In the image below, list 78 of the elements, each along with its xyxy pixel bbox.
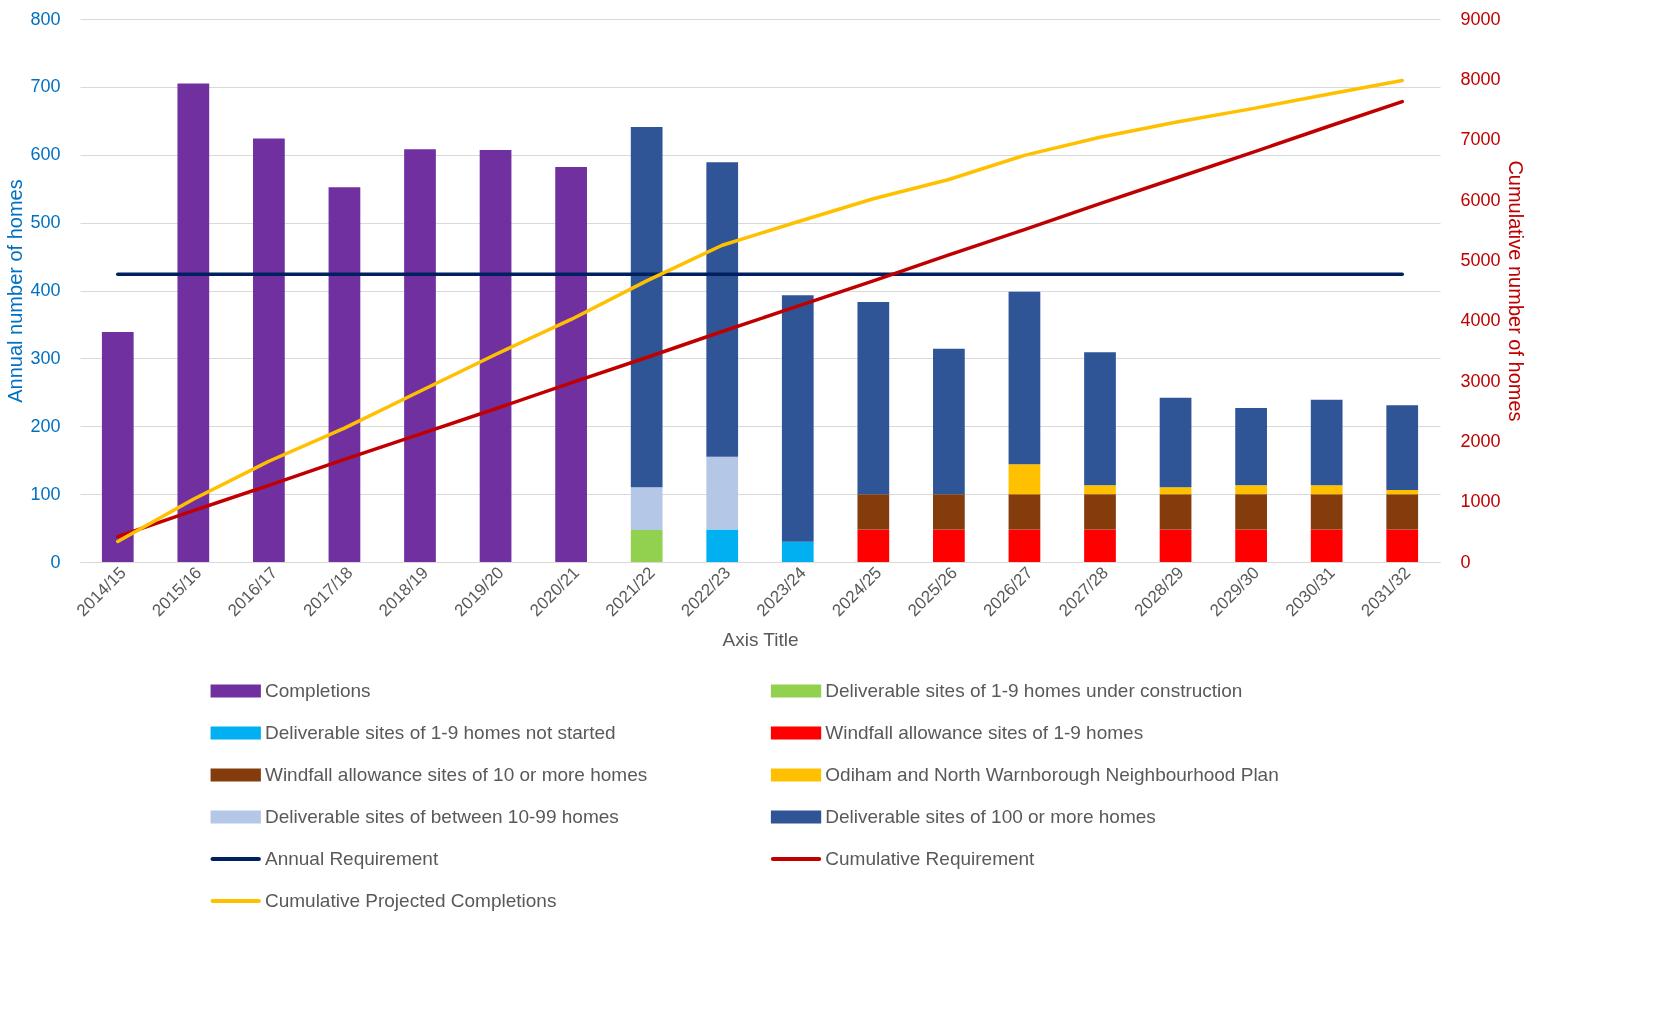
bar — [781, 541, 814, 562]
bar — [1159, 487, 1192, 495]
bar — [1235, 485, 1267, 495]
legend-label: Cumulative Requirement — [825, 848, 1036, 869]
y-tick-label: 200 — [30, 415, 61, 436]
y2-tick-label: 2000 — [1460, 430, 1501, 451]
y2-tick-label: 4000 — [1460, 310, 1501, 331]
legend-label: Deliverable sites of 1-9 homes not started — [264, 722, 616, 743]
bar — [933, 348, 965, 495]
bar — [1084, 494, 1116, 530]
bar — [1310, 399, 1343, 486]
bar — [857, 494, 890, 530]
y2-tick-label: 3000 — [1460, 370, 1501, 391]
bar — [1008, 494, 1041, 530]
y-tick-label: 100 — [30, 483, 61, 504]
y-tick-label: 400 — [30, 280, 61, 300]
legend-label: Odiham and North Warnborough Neighbourhood Plan — [825, 764, 1279, 785]
y2-tick-label: 5000 — [1460, 249, 1501, 270]
bar — [101, 331, 134, 562]
bar — [555, 166, 587, 562]
bar — [933, 494, 965, 530]
bar — [630, 487, 663, 531]
bar — [1159, 397, 1192, 488]
legend-label: Windfall allowance sites of 1-9 homes — [825, 722, 1144, 743]
y-tick-label: 500 — [30, 212, 61, 233]
y-tick-label: 300 — [30, 347, 61, 368]
y2-axis-title: Cumulative number of homes — [1504, 160, 1527, 422]
legend-label: Windfall allowance sites of 10 or more homes — [264, 764, 648, 785]
legend-label: Deliverable sites of 1-9 homes under construction — [825, 680, 1243, 701]
bar — [1235, 529, 1267, 562]
legend-label: Cumulative Projected Completions — [264, 890, 557, 911]
bar — [253, 138, 285, 562]
bar — [479, 150, 512, 562]
legend-label: Annual Requirement — [264, 848, 439, 869]
y2-tick-label: 1000 — [1460, 491, 1501, 512]
bar — [1008, 529, 1041, 562]
bar — [1235, 494, 1267, 530]
bar — [933, 529, 965, 562]
bar — [1008, 464, 1041, 495]
y-axis-title: Annual number of homes — [4, 179, 27, 403]
bar — [857, 529, 890, 562]
legend-label: Deliverable sites of 100 or more homes — [825, 806, 1156, 827]
y-tick-label: 0 — [50, 551, 61, 572]
bar — [404, 149, 436, 562]
y2-tick-label: 8000 — [1460, 68, 1501, 89]
legend-label: Completions — [264, 680, 371, 701]
y2-tick-label: 7000 — [1460, 129, 1501, 150]
y2-tick-label: 0 — [1460, 551, 1471, 572]
bar — [1084, 529, 1116, 562]
y2-tick-label: 9000 — [1460, 8, 1501, 29]
bar — [1310, 494, 1343, 530]
bar — [781, 295, 814, 542]
bar — [1310, 529, 1343, 562]
bar — [1159, 529, 1192, 562]
bar — [857, 302, 890, 495]
bar — [177, 83, 210, 562]
bar — [1386, 529, 1419, 562]
y-tick-label: 600 — [30, 144, 61, 165]
bar — [328, 187, 361, 562]
bar — [1084, 485, 1116, 495]
bar — [630, 530, 663, 562]
y2-tick-label: 6000 — [1460, 189, 1501, 210]
bar — [1386, 494, 1419, 530]
y-tick-label: 700 — [30, 76, 61, 97]
bar — [1084, 352, 1116, 486]
legend-label: Deliverable sites of between 10-99 homes — [264, 806, 619, 827]
bar — [1008, 291, 1041, 465]
bar — [1159, 494, 1192, 530]
x-axis-title: Axis Title — [722, 629, 799, 651]
bar — [706, 456, 739, 530]
bar — [630, 126, 663, 488]
bar — [1235, 407, 1267, 486]
bar — [1310, 485, 1343, 495]
bar — [706, 162, 739, 457]
bar — [706, 529, 739, 562]
bar — [1386, 405, 1419, 491]
bar — [1386, 490, 1419, 495]
y-tick-label: 800 — [30, 8, 61, 29]
